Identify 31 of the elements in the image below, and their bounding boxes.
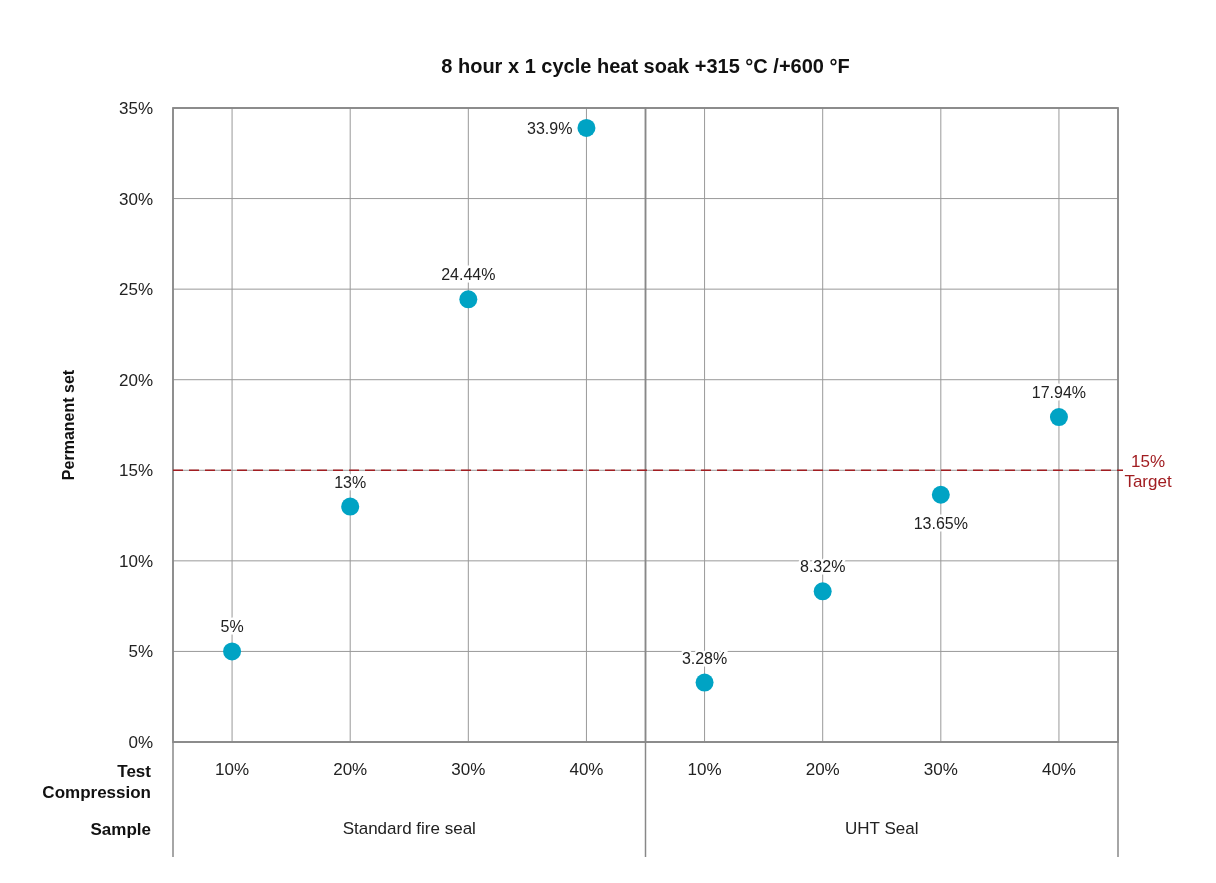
- text: Standard fire seal: [342, 819, 476, 838]
- data-label: 24.44%: [441, 266, 496, 284]
- data-label: 13.65%: [913, 514, 968, 532]
- y-tick-label: 5%: [128, 642, 153, 662]
- chart-title: 8 hour x 1 cycle heat soak +315 °C /+600 °F: [441, 55, 850, 77]
- data-label: 13%: [334, 473, 367, 491]
- data-label: 8.32%: [800, 558, 846, 576]
- x-tick-label: 20%: [333, 760, 368, 779]
- x-tick-label: 10%: [215, 760, 250, 779]
- y-axis-title: Permanent set: [60, 369, 77, 481]
- x-tick-label: 40%: [569, 760, 604, 779]
- data-label: 33.9%: [527, 119, 573, 137]
- data-label: 17.94%: [1031, 384, 1087, 402]
- y-tick-label: 0%: [128, 732, 153, 752]
- data-label: 3.28%: [681, 649, 728, 667]
- y-tick-label: 20%: [118, 370, 153, 390]
- x-axis-title: Test Compression: [42, 762, 152, 802]
- x-tick-label: 30%: [451, 760, 486, 779]
- y-tick-label: 35%: [118, 98, 153, 118]
- y-tick-label: 15%: [118, 461, 153, 481]
- text: Sample: [90, 820, 151, 839]
- x-tick-label: 10%: [687, 760, 722, 779]
- text: UHT Seal: [845, 819, 919, 838]
- data-label: 5%: [220, 618, 244, 636]
- ref-line-label: 15% Target: [1124, 452, 1172, 492]
- y-tick-label: 25%: [118, 280, 153, 300]
- x-tick-label: 30%: [923, 760, 958, 779]
- y-tick-label: 30%: [118, 189, 153, 209]
- x-tick-label: 40%: [1041, 760, 1076, 779]
- y-tick-label: 10%: [118, 551, 153, 571]
- x-tick-label: 20%: [805, 760, 840, 779]
